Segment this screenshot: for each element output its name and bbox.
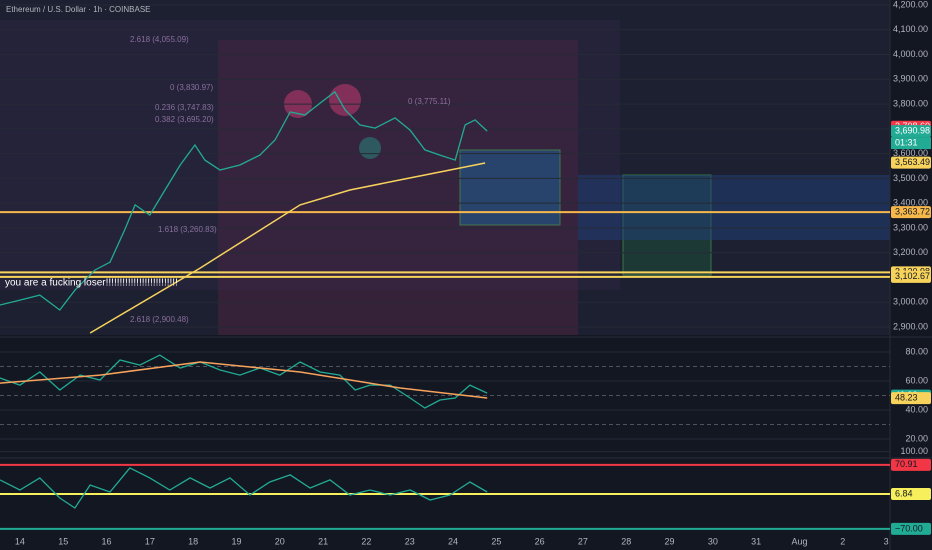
y-tick-label: 3,500.00	[893, 173, 928, 183]
y-tick-label: 3,900.00	[893, 74, 928, 84]
x-tick-label: 30	[708, 536, 718, 546]
y-tick-label: 2,900.00	[893, 321, 928, 331]
y-tick-label: 3,300.00	[893, 222, 928, 232]
series-line	[0, 354, 488, 409]
marker	[329, 84, 361, 116]
level-label: −70.00	[895, 523, 923, 533]
series-line	[89, 162, 486, 334]
x-tick-label: 15	[58, 536, 68, 546]
level-label: 70.91	[895, 459, 918, 469]
zone	[578, 175, 890, 240]
x-tick-label: 28	[621, 536, 631, 546]
series-line	[0, 467, 488, 509]
price-label: 3,563.49	[895, 157, 930, 167]
countdown: 01:31	[895, 137, 918, 147]
y-tick-label: 4,200.00	[893, 0, 928, 9]
x-tick-label: 20	[275, 536, 285, 546]
fib-label: 1.618 (3,260.83)	[158, 225, 217, 234]
level-label-box	[891, 270, 931, 283]
comment: you are a fucking loser!!!!!!!!!!!!!!!!!…	[5, 278, 178, 289]
level-label: 6.84	[895, 488, 913, 498]
x-tick-label: 26	[535, 536, 545, 546]
fib-label: 0.382 (3,695.20)	[155, 115, 214, 124]
x-tick-label: 2	[840, 536, 845, 546]
y-tick-label: 80.00	[905, 346, 928, 356]
y-tick-label: 3,000.00	[893, 297, 928, 307]
fib-label: 0 (3,830.97)	[170, 83, 213, 92]
y-tick-label: 20.00	[905, 433, 928, 443]
y-tick-label: 3,600.00	[893, 148, 928, 158]
price-label: 48.23	[895, 392, 918, 402]
x-tick-label: 29	[665, 536, 675, 546]
x-tick-label: 16	[102, 536, 112, 546]
x-tick-label: 22	[361, 536, 371, 546]
x-tick-label: 21	[318, 536, 328, 546]
price-label-box	[891, 156, 931, 169]
y-tick-label: 3,800.00	[893, 98, 928, 108]
x-tick-label: Aug	[791, 536, 807, 546]
price-label: 3,690.98	[895, 125, 930, 135]
x-tick-label: 31	[751, 536, 761, 546]
y-tick-label: 4,100.00	[893, 24, 928, 34]
y-tick-label: 3,400.00	[893, 198, 928, 208]
countdown-box	[891, 137, 931, 150]
box	[459, 149, 561, 226]
x-tick-label: 14	[15, 536, 25, 546]
level-label-box	[891, 522, 931, 535]
series-line	[0, 361, 488, 399]
y-tick-label: 4,000.00	[893, 49, 928, 59]
x-tick-label: 18	[188, 536, 198, 546]
fib-label: 0.236 (3,747.83)	[155, 103, 214, 112]
x-tick-label: 25	[491, 536, 501, 546]
level-label-box	[891, 458, 931, 471]
x-tick-label: 19	[231, 536, 241, 546]
y-tick-label: 60.00	[905, 375, 928, 385]
level-label: 3,363.72	[895, 207, 930, 217]
x-tick-label: 27	[578, 536, 588, 546]
price-label-box	[891, 125, 931, 138]
fib-label: 2.618 (4,055.09)	[130, 35, 189, 44]
fib-label: 2.618 (2,900.48)	[130, 315, 189, 324]
x-tick-label: 3	[884, 536, 889, 546]
price-label-box	[891, 392, 931, 405]
level-label: 3,102.67	[895, 271, 930, 281]
y-tick-label: 100.00	[900, 446, 928, 456]
x-tick-label: 24	[448, 536, 458, 546]
level-label-box	[891, 487, 931, 500]
fib-label: 0 (3,775.11)	[408, 97, 451, 106]
y-tick-label: 3,200.00	[893, 247, 928, 257]
x-tick-label: 23	[405, 536, 415, 546]
level-label-box	[891, 206, 931, 219]
x-tick-label: 17	[145, 536, 155, 546]
chart-title: Ethereum / U.S. Dollar · 1h · COINBASE	[6, 5, 151, 14]
y-tick-label: 40.00	[905, 404, 928, 414]
marker	[359, 137, 381, 159]
series-line	[0, 90, 488, 311]
